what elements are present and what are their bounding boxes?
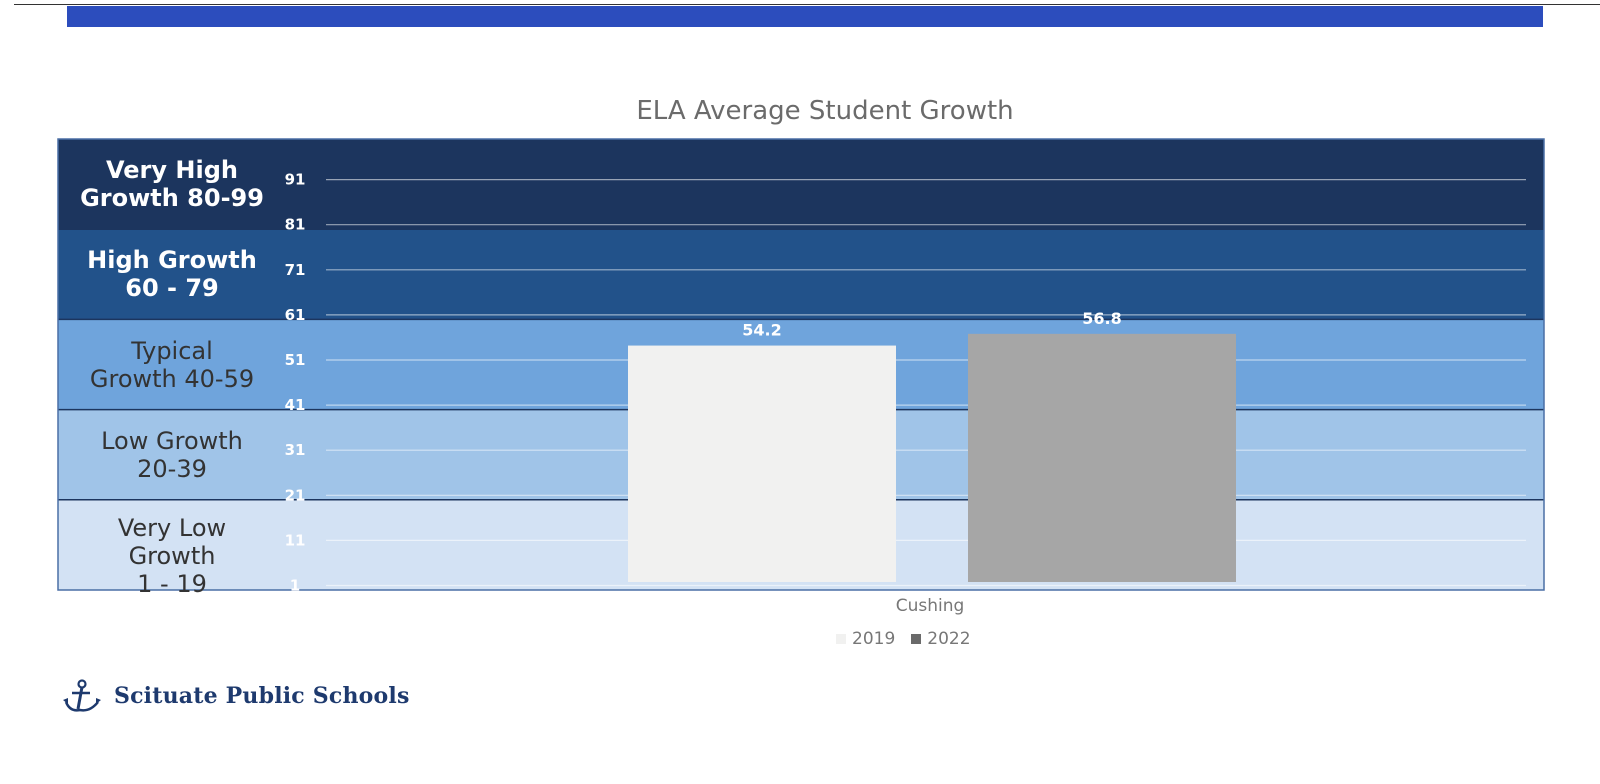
data-label-2019: 54.2 [742,321,781,340]
logo-text: Scituate Public Schools [114,683,410,709]
band-label-line: Growth 40-59 [89,364,255,393]
header-band [67,6,1543,27]
bar-2022 [968,333,1236,582]
band-label-0: Very High Growth 80-99 [58,156,286,212]
top-rule [14,4,1600,5]
band-label-3: Low Growth 20-39 [58,427,286,483]
legend-swatch-2019 [836,634,846,644]
plot-border [57,138,1545,591]
y-tick-label-51: 51 [285,351,306,369]
data-label-2022: 56.8 [1082,309,1121,328]
band-label-line: Typical [131,336,213,365]
bar-2019 [628,345,896,582]
legend-label-2022: 2022 [927,629,971,649]
band-label-line: High Growth [87,246,257,275]
y-tick-label-31: 31 [285,441,306,459]
y-tick-label-11: 11 [285,531,306,549]
band-label-line: Low Growth [101,426,243,455]
band-label-line: 60 - 79 [125,274,219,303]
y-tick-label-91: 91 [285,171,306,189]
legend-label-2019: 2019 [852,629,896,649]
chart-title: ELA Average Student Growth [636,96,1014,126]
band-label-line: Growth 80-99 [80,184,264,213]
band-label-4: Very Low Growth 1 - 19 [58,514,286,598]
y-tick-label-41: 41 [285,396,306,414]
y-tick-label-71: 71 [285,261,306,279]
anchor-icon [63,679,101,712]
band-label-1: High Growth 60 - 79 [58,246,286,302]
legend-item-2022: 2022 [911,629,971,649]
chart-legend: 2019 2022 [836,629,981,649]
band-label-line: Very High [106,156,238,185]
legend-swatch-2022 [911,634,922,644]
band-0 [58,139,1544,230]
legend-item-2019: 2019 [836,629,895,649]
band-1 [58,229,1544,320]
y-tick-label-61: 61 [285,306,306,324]
band-label-line: 20-39 [137,454,207,483]
band-label-line: 1 - 19 [137,569,207,598]
band-label-line: Growth [128,541,216,570]
band-label-2: Typical Growth 40-59 [58,337,286,393]
x-axis-category-label: Cushing [895,596,965,616]
school-logo: Scituate Public Schools [60,676,410,716]
y-tick-label-1: 1 [290,576,300,594]
band-label-line: Very Low [117,513,227,542]
y-tick-label-81: 81 [285,216,306,234]
y-tick-label-21: 21 [285,486,306,504]
